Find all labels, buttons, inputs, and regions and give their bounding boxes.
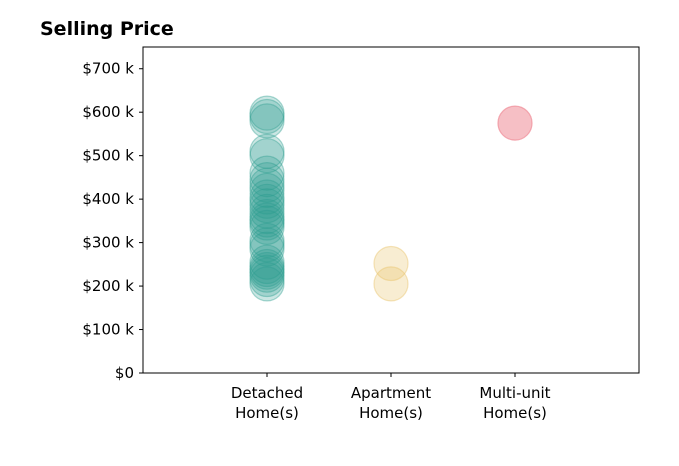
data-point xyxy=(249,188,285,224)
data-point xyxy=(249,222,285,258)
data-point xyxy=(249,193,285,229)
data-point xyxy=(249,95,285,131)
y-tick-label: $400 k xyxy=(82,190,134,208)
data-point xyxy=(249,209,285,245)
y-tick-label: $600 k xyxy=(82,103,134,121)
data-point xyxy=(249,257,285,293)
data-point xyxy=(249,231,285,267)
data-point xyxy=(249,138,285,174)
data-point xyxy=(249,103,285,139)
chart-title: Selling Price xyxy=(40,18,174,40)
data-point xyxy=(249,179,285,215)
data-point xyxy=(249,98,285,135)
data-point xyxy=(373,266,409,302)
data-point xyxy=(249,167,285,203)
data-point xyxy=(249,162,285,198)
data-point xyxy=(249,155,285,191)
y-tick-label: $500 k xyxy=(82,147,134,165)
x-tick-label: Detached Home(s) xyxy=(231,384,303,422)
data-point xyxy=(249,205,285,241)
y-tick-label: $100 k xyxy=(82,321,134,339)
data-point xyxy=(249,133,285,169)
data-point xyxy=(249,266,285,302)
data-point xyxy=(249,251,285,288)
data-point xyxy=(249,183,285,219)
data-point xyxy=(497,105,533,141)
x-tick-label: Multi-unit Home(s) xyxy=(479,384,550,422)
data-point xyxy=(249,248,285,285)
data-point xyxy=(249,202,285,238)
x-tick-label: Apartment Home(s) xyxy=(351,384,431,422)
data-point xyxy=(249,198,285,235)
data-point xyxy=(249,172,285,208)
data-point xyxy=(249,254,285,290)
data-point xyxy=(249,261,285,298)
y-tick-label: $200 k xyxy=(82,277,134,295)
y-tick-label: $0 xyxy=(115,364,134,382)
y-tick-label: $300 k xyxy=(82,234,134,252)
data-point xyxy=(249,227,285,263)
plot-marks xyxy=(249,95,533,302)
plot-axes: $0 $100 k $200 k $300 k $400 k $500 k $600 k $7… xyxy=(82,46,640,422)
data-point xyxy=(373,245,409,282)
data-point xyxy=(249,244,285,280)
y-tick-label: $700 k xyxy=(82,60,134,78)
